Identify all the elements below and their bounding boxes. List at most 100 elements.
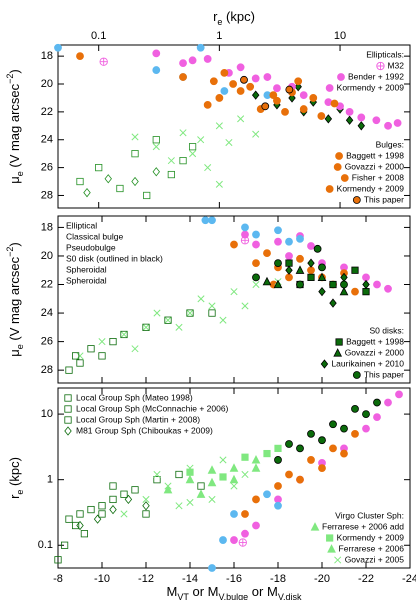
y-axis-label: re (kpc) [7,457,25,499]
marker-diamond [288,93,296,103]
label-part: r [213,9,218,24]
marker-square [116,184,124,193]
marker-circle [285,252,293,260]
marker-circle [352,196,361,204]
marker-circle [274,495,282,504]
marker-x [164,316,172,324]
legend-title: S0 disks: [370,325,405,335]
x-tick-label: -18 [270,573,286,585]
legend-label: This paper [364,369,404,379]
legend-label: M32 [387,60,404,70]
legend-label: Kormendy + 2009 [337,183,405,193]
label-part: V,bulge [218,592,248,600]
marker-circle [373,413,381,421]
marker-circle [340,449,348,458]
marker-circle [296,444,304,453]
label-part: or M [248,584,278,599]
label-part: −2 [5,74,15,84]
marker-circle [384,398,392,407]
marker-square [98,502,106,510]
x-tick-label: -16 [226,573,242,585]
legend-label: Fisher + 2008 [352,172,404,182]
marker-circle [274,456,282,464]
marker-square [131,150,139,158]
marker-circle [209,77,218,86]
marker-x [120,330,128,339]
x-tick-label: -24 [402,573,416,585]
y-tick-label: 28 [41,364,53,376]
marker-circle [273,96,281,105]
label-part: or M [189,584,219,599]
label-part: e [217,17,222,27]
marker-circle [54,43,62,52]
marker-circle [263,490,271,499]
marker-diamond [318,287,326,297]
marker-x [334,556,342,564]
marker-triangle [262,276,272,286]
legend-label: Laurikainen + 2010 [331,358,404,368]
marker-circle [294,77,303,86]
y-tick-label: 20 [41,78,53,90]
marker-square [87,345,95,353]
marker-circle [241,223,249,232]
marker-diamond [357,121,365,131]
marker-x [241,470,249,479]
marker-circle [246,82,255,91]
marker-circle [340,174,349,182]
marker-triangle [229,474,239,484]
marker-circle [296,475,304,484]
marker-x [179,129,187,137]
marker-circle [236,87,245,95]
marker-diamond [76,520,84,531]
marker-diamond [142,501,150,511]
marker-circle [188,56,197,65]
marker-circle [357,113,366,122]
legend-label: Kormendy + 2009 [337,532,405,542]
marker-triangle [333,348,343,357]
label-part: (kpc) [222,9,255,24]
marker-square [274,444,282,452]
marker-circle [252,495,260,504]
marker-circle [345,107,354,116]
marker-square [87,505,95,514]
marker-circle [362,273,370,282]
legend-label: Govazzi + 2005 [345,554,405,564]
y-tick-label: 24 [41,307,53,319]
x-tick-label: -12 [138,573,154,585]
y-axis-label: μe (V mag arcsec−2) [5,69,25,184]
marker-x [230,482,238,490]
label-part: e [15,171,25,176]
marker-square [109,495,117,504]
marker-circle [201,216,210,225]
marker-circle [269,91,278,100]
marker-circle [196,43,205,52]
marker-square [64,394,72,402]
marker-triangle [273,279,283,289]
marker-triangle [196,489,206,498]
marker-square [98,352,106,360]
marker-circle [252,273,260,282]
label-part: e [15,344,25,349]
x-tick-label: -14 [182,573,198,585]
marker-circle [373,398,381,407]
marker-square [142,323,150,331]
marker-x [186,309,194,317]
marker-x [237,115,245,123]
legend-label: M81 Group Sph (Chiboukas + 2009) [76,425,213,435]
marker-circle [285,273,293,282]
marker-x [164,482,172,490]
marker-square [188,143,197,151]
marker-circle-plus [240,236,250,245]
x-tick-label: 1 [216,30,222,42]
marker-diamond [109,504,117,515]
marker-circle [307,266,315,275]
marker-diamond [64,426,72,436]
marker-circle [325,185,334,193]
marker-circle [318,263,326,272]
marker-square [76,510,84,518]
marker-circle [362,410,370,418]
marker-circle [215,94,224,102]
marker-diamond [124,494,133,505]
legend-label: Spheroidal [66,275,107,285]
